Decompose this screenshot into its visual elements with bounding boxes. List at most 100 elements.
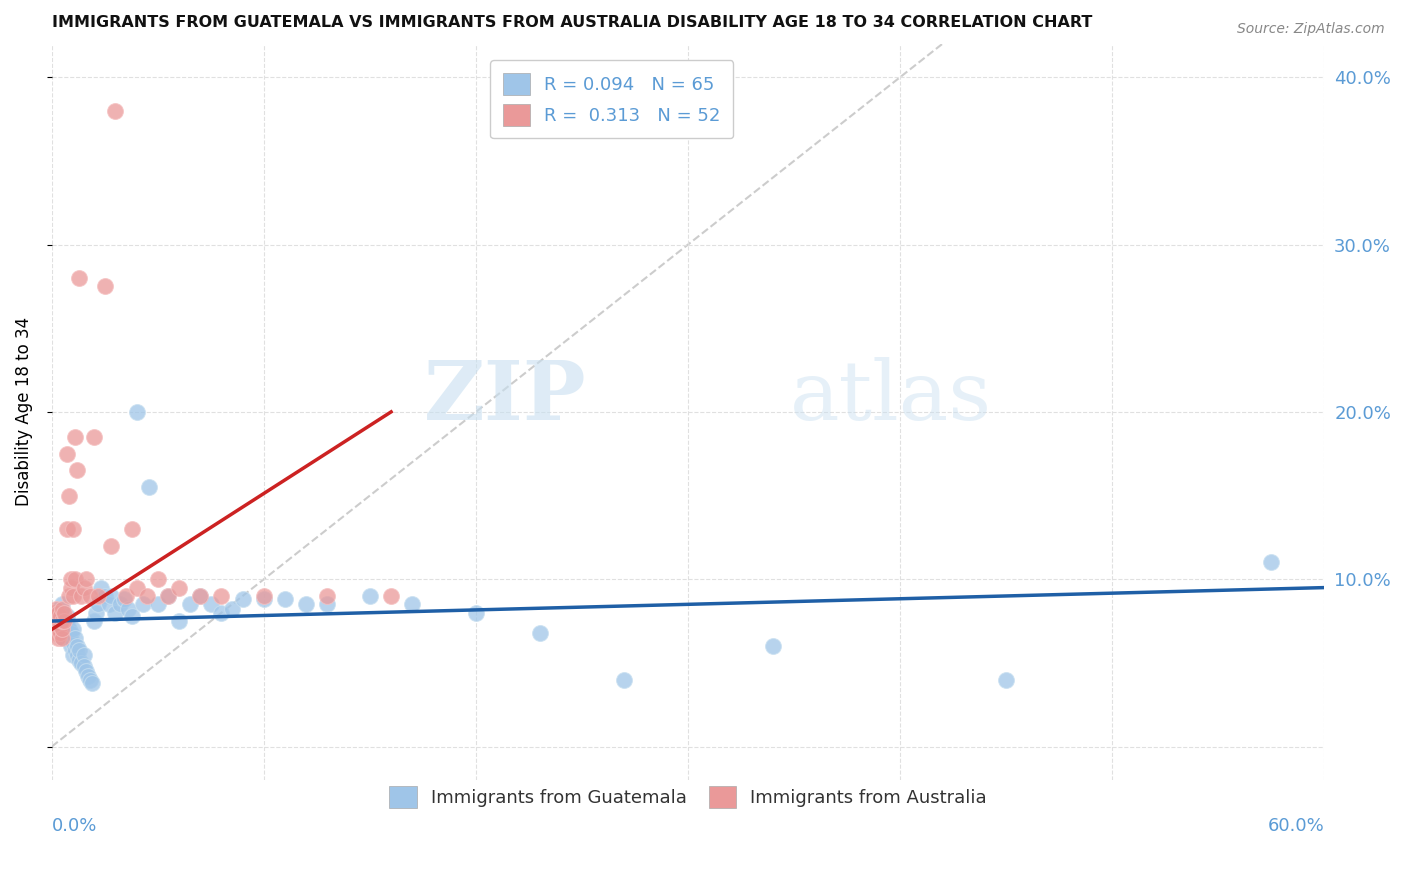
- Point: [70, 656, 93, 670]
- Point: [401, 597, 423, 611]
- Point: [188, 589, 211, 603]
- Point: [55, 619, 77, 633]
- Point: [104, 103, 127, 118]
- Point: [316, 597, 339, 611]
- Point: [53, 614, 76, 628]
- Point: [274, 592, 297, 607]
- Point: [51, 597, 73, 611]
- Point: [125, 581, 148, 595]
- Point: [62, 522, 84, 536]
- Point: [49, 609, 72, 624]
- Point: [63, 631, 86, 645]
- Point: [104, 606, 127, 620]
- Point: [59, 625, 82, 640]
- Point: [45, 625, 67, 640]
- Point: [42, 614, 65, 628]
- Point: [75, 665, 97, 679]
- Point: [359, 589, 381, 603]
- Point: [75, 572, 97, 586]
- Point: [112, 592, 135, 607]
- Point: [51, 623, 73, 637]
- Point: [58, 623, 80, 637]
- Point: [221, 602, 243, 616]
- Point: [762, 639, 785, 653]
- Point: [66, 463, 89, 477]
- Text: atlas: atlas: [790, 357, 993, 437]
- Point: [100, 539, 122, 553]
- Point: [59, 639, 82, 653]
- Point: [146, 572, 169, 586]
- Point: [83, 614, 105, 628]
- Point: [46, 614, 69, 628]
- Text: 0.0%: 0.0%: [52, 817, 97, 835]
- Point: [87, 597, 110, 611]
- Text: ZIP: ZIP: [423, 357, 586, 437]
- Point: [58, 631, 80, 645]
- Point: [53, 625, 76, 640]
- Point: [79, 589, 101, 603]
- Point: [55, 522, 77, 536]
- Point: [83, 430, 105, 444]
- Point: [45, 609, 67, 624]
- Y-axis label: Disability Age 18 to 34: Disability Age 18 to 34: [15, 318, 32, 507]
- Point: [46, 623, 69, 637]
- Point: [100, 589, 122, 603]
- Point: [55, 609, 77, 624]
- Point: [167, 614, 190, 628]
- Point: [67, 652, 90, 666]
- Point: [80, 676, 103, 690]
- Point: [67, 642, 90, 657]
- Point: [45, 619, 67, 633]
- Point: [62, 623, 84, 637]
- Point: [125, 405, 148, 419]
- Point: [59, 572, 82, 586]
- Point: [94, 279, 117, 293]
- Point: [84, 606, 107, 620]
- Point: [232, 592, 254, 607]
- Point: [253, 589, 276, 603]
- Point: [995, 673, 1018, 687]
- Point: [70, 589, 93, 603]
- Point: [167, 581, 190, 595]
- Point: [94, 589, 117, 603]
- Point: [49, 623, 72, 637]
- Point: [53, 606, 76, 620]
- Point: [253, 592, 276, 607]
- Point: [146, 597, 169, 611]
- Point: [295, 597, 318, 611]
- Point: [63, 572, 86, 586]
- Point: [51, 631, 73, 645]
- Point: [51, 631, 73, 645]
- Point: [62, 589, 84, 603]
- Point: [46, 631, 69, 645]
- Legend: Immigrants from Guatemala, Immigrants from Australia: Immigrants from Guatemala, Immigrants fr…: [378, 775, 997, 819]
- Point: [76, 669, 98, 683]
- Point: [157, 589, 180, 603]
- Point: [51, 614, 73, 628]
- Point: [79, 673, 101, 687]
- Point: [98, 597, 121, 611]
- Text: 60.0%: 60.0%: [1268, 817, 1324, 835]
- Point: [67, 271, 90, 285]
- Point: [115, 589, 138, 603]
- Point: [136, 589, 159, 603]
- Point: [117, 602, 139, 616]
- Point: [209, 606, 232, 620]
- Point: [58, 489, 80, 503]
- Point: [63, 642, 86, 657]
- Text: IMMIGRANTS FROM GUATEMALA VS IMMIGRANTS FROM AUSTRALIA DISABILITY AGE 18 TO 34 C: IMMIGRANTS FROM GUATEMALA VS IMMIGRANTS …: [52, 15, 1092, 30]
- Point: [53, 614, 76, 628]
- Point: [72, 581, 94, 595]
- Point: [55, 447, 77, 461]
- Point: [58, 589, 80, 603]
- Point: [529, 625, 551, 640]
- Point: [157, 589, 180, 603]
- Point: [51, 602, 73, 616]
- Text: Source: ZipAtlas.com: Source: ZipAtlas.com: [1237, 22, 1385, 37]
- Point: [72, 659, 94, 673]
- Point: [138, 480, 160, 494]
- Point: [613, 673, 636, 687]
- Point: [209, 589, 232, 603]
- Point: [66, 639, 89, 653]
- Point: [188, 589, 211, 603]
